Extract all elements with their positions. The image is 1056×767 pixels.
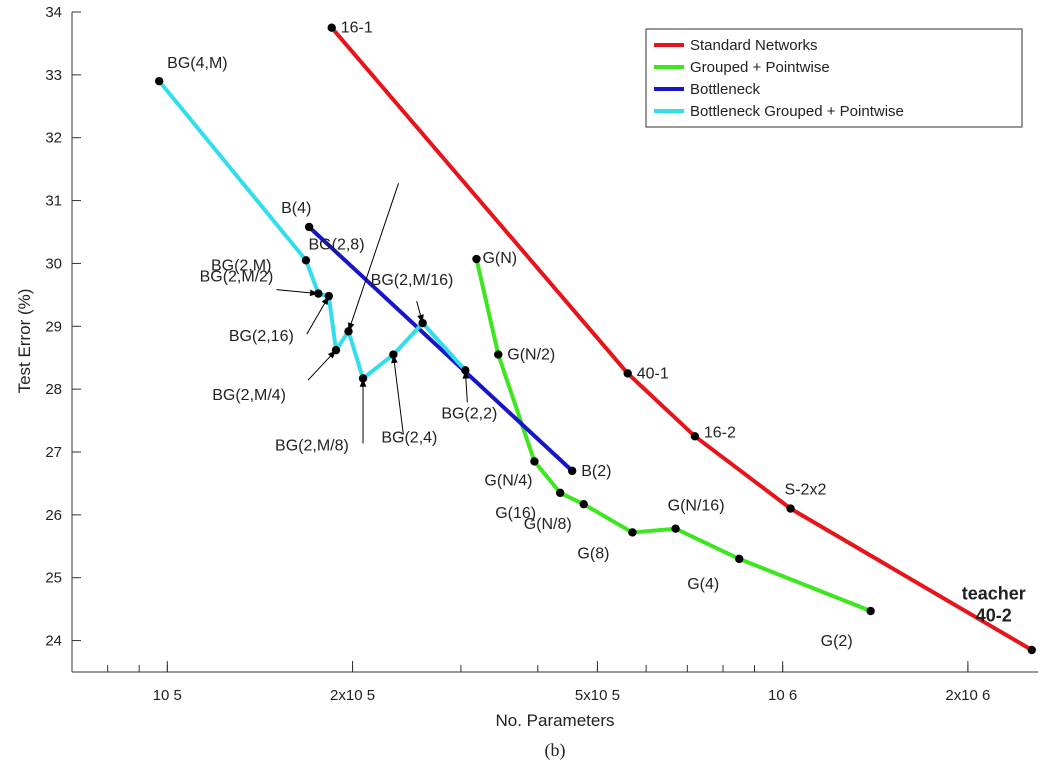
annotation-label: 40-2 [976,605,1012,625]
point-label: G(8) [577,545,609,562]
y-tick-label: 33 [45,67,62,84]
point-label: G(4) [687,576,719,593]
legend-entry: Grouped + Pointwise [690,59,830,76]
data-point [866,606,875,616]
point-label: S-2x2 [785,482,827,499]
point-label: G(N/4) [484,472,532,489]
point-labels: 16-140-116-2S-2x2G(N)G(N/2)G(N/4)G(16)G(… [167,20,1026,650]
axes: 24 25 26 27 28 29 30 31 32 33 34 10 5 2x10 5 5x10 5 10… [45,4,1038,704]
point-label: BG(2,M) [211,257,271,274]
point-label: G(N/2) [507,347,555,364]
y-tick-label: 25 [45,570,62,587]
y-tick-label: 32 [45,130,62,147]
data-point [690,432,700,441]
arrow-head [321,296,329,305]
x-tick-label: 5x10 5 [575,687,620,704]
data-point [154,76,164,86]
data-point [1027,645,1036,655]
x-tick-label: 2x10 6 [945,687,990,704]
point-label: G(N/8) [524,516,572,533]
point-label: G(N) [482,250,517,267]
leader-line [348,183,399,332]
data-point [327,23,336,32]
legend-entry: Bottleneck Grouped + Pointwise [690,103,904,120]
point-label: B(2) [581,463,611,480]
arrow-head [309,289,319,297]
y-tick-label: 27 [45,444,62,461]
arrow-head [462,370,470,379]
data-point [735,554,744,564]
x-tick-label: 2x10 5 [330,687,375,704]
series-line-3 [157,79,468,381]
point-label: G(2) [821,633,853,650]
point-label: BG(2,M/4) [212,387,286,404]
caption: (b) [545,740,566,761]
point-label: B(4) [281,200,311,217]
arrow-head [417,314,424,324]
point-label: 40-1 [637,365,669,382]
y-tick-label: 26 [45,507,62,524]
data-point [671,524,680,533]
y-tick-label: 30 [45,255,62,272]
arrow-head [391,354,398,364]
y-tick-label: 34 [45,4,62,21]
point-label: BG(2,M/16) [371,272,454,289]
series-line-2 [307,225,575,473]
data-point [301,256,311,265]
legend-box [645,28,1023,128]
point-label: G(N/16) [668,498,725,515]
y-axis-label: Test Error (%) [15,289,34,394]
legend: Standard Networks Grouped + Pointwise Bott… [645,28,1023,128]
arrows-layer [276,183,470,444]
data-point [623,369,632,378]
series-layer [154,23,1036,655]
point-label: BG(2,M/8) [275,437,349,454]
data-point [530,457,539,466]
y-tick-label: 28 [45,381,62,398]
point-label: 16-2 [704,424,736,441]
arrow-head [327,350,336,359]
data-point [786,504,795,513]
point-label: BG(2,4) [381,430,437,447]
point-label: G(16) [495,505,536,522]
legend-entry: Standard Networks [690,37,818,54]
data-point [389,350,398,359]
point-label: BG(2,16) [229,328,294,345]
point-label: BG(2,2) [441,405,497,422]
point-label: 16-1 [341,20,373,37]
y-tick-label: 31 [45,193,62,210]
point-label: BG(4,M) [167,55,227,72]
point-label: BG(2,M/2) [200,269,274,286]
data-point [556,488,565,498]
point-label: BG(2,8) [309,236,365,253]
y-tick-label: 29 [45,318,62,335]
data-point [304,222,314,232]
x-tick-label: 10 6 [768,687,797,704]
data-point [472,254,481,264]
data-point [494,350,503,359]
x-tick-label: 10 5 [153,687,182,704]
data-point [628,528,637,537]
data-point [579,499,588,509]
y-tick-label: 24 [45,633,62,650]
arrow-head [359,378,367,387]
arrow-head [348,322,355,332]
leader-line [392,354,404,435]
annotation-label: teacher [962,583,1026,603]
data-point [568,466,577,476]
legend-entry: Bottleneck [690,81,761,98]
x-axis-label: No. Parameters [495,711,614,730]
